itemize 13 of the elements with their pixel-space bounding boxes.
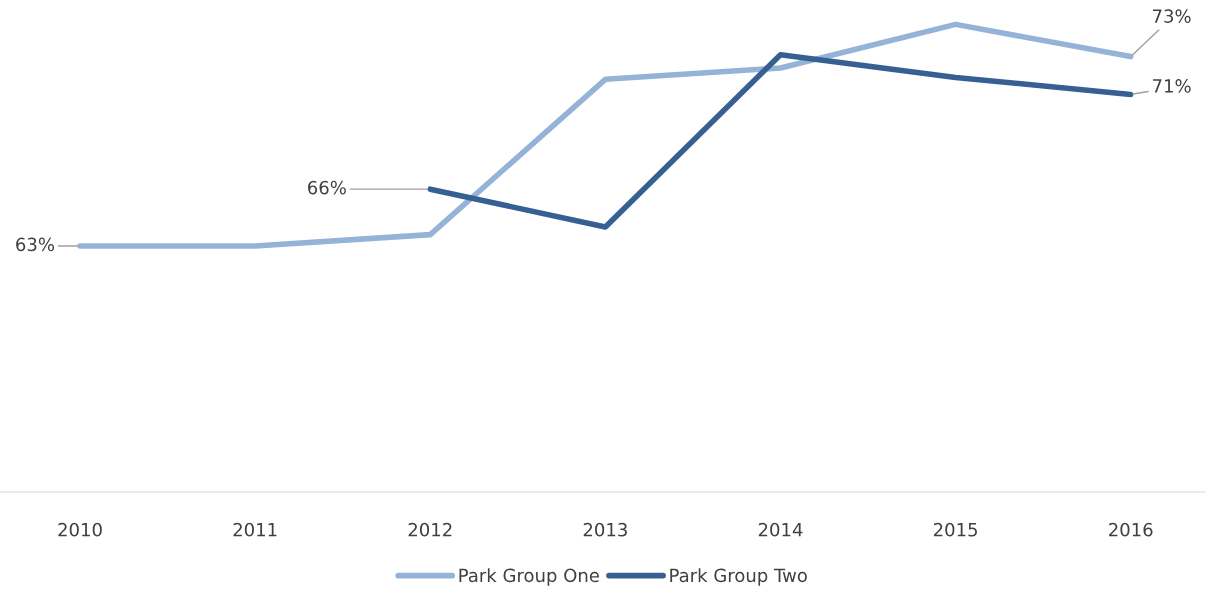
x-tick-label: 2010 [58,522,102,537]
data-label: 66% [308,180,346,195]
legend-label: Park Group Two [670,568,807,586]
x-tick-label: 2013 [583,522,627,537]
data-label: 63% [16,237,55,252]
x-tick-label: 2016 [1109,522,1153,537]
x-tick-label: 2015 [933,522,977,537]
data-label: 71% [1153,79,1191,93]
x-tick-label: 2014 [758,522,803,537]
x-tick-label: 2011 [233,522,277,537]
x-tick-label: 2012 [408,522,452,537]
data-label: 73% [1153,9,1191,23]
legend-label: Park Group One [459,568,599,586]
